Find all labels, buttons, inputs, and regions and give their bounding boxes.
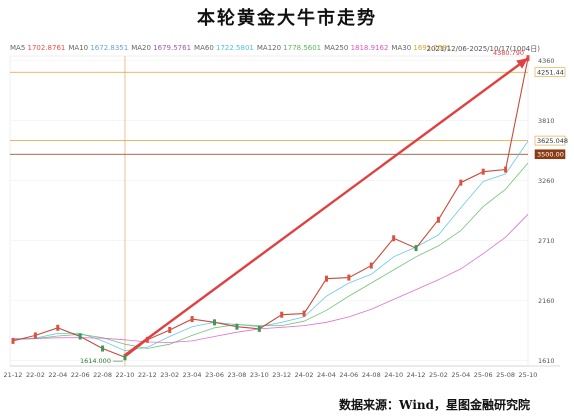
price-candle: [504, 166, 508, 173]
price-candle: [347, 274, 351, 281]
ma-legend-value: 1679.5761: [153, 44, 192, 52]
price-candle: [369, 262, 373, 269]
ma-legend-item: MA250 1818.9162: [324, 44, 388, 52]
x-tick-label: 24-04: [317, 371, 336, 379]
x-tick-label: 23-04: [183, 371, 202, 379]
x-tick-label: 22-06: [71, 371, 90, 379]
x-tick-label: 22-08: [93, 371, 112, 379]
ma-legend-name: MA5: [10, 44, 28, 52]
trend-arrow-line: [124, 57, 529, 357]
ma-legend: MA5 1702.8761 MA10 1672.8351 MA20 1679.576…: [10, 44, 454, 52]
price-level-tag: [534, 135, 566, 146]
x-tick-label: 22-02: [26, 371, 45, 379]
ma-legend-value: 1702.8761: [27, 44, 66, 52]
price-candle: [101, 345, 105, 352]
ma-legend-value: 1778.5601: [283, 44, 322, 52]
x-tick-label: 24-12: [407, 371, 426, 379]
x-tick-label: 23-12: [272, 371, 291, 379]
data-source: 数据来源：Wind，星图金融研究院: [339, 398, 530, 412]
price-line: [12, 58, 529, 358]
price-level-tag: [534, 67, 566, 78]
ma-legend-value: 1691.7581: [413, 44, 452, 52]
x-tick-label: 23-06: [205, 371, 224, 379]
x-tick-label: 25-04: [451, 371, 470, 379]
x-tick-label: 23-02: [160, 371, 179, 379]
ma-legend-item: MA5 1702.8761: [10, 44, 65, 52]
y-tick-label: 3260: [538, 177, 555, 185]
ma-legend-value: 1672.8351: [90, 44, 129, 52]
ma-legend-item: MA10 1672.8351: [68, 44, 128, 52]
price-candle: [213, 319, 217, 326]
price-candle: [168, 326, 172, 333]
ma-line-ma60: [12, 140, 529, 352]
x-tick-label: 25-08: [496, 371, 515, 379]
x-tick-label: 25-10: [519, 371, 538, 379]
high-point-label: 4380.790: [493, 49, 524, 57]
price-candle: [414, 245, 418, 252]
ma-legend-value: 1722.5801: [216, 44, 254, 52]
date-range: 2021/12/06-2025/10/17(1004日): [426, 45, 541, 53]
ma-legend-name: MA250: [324, 44, 351, 52]
y-tick-label: 2160: [538, 297, 555, 305]
ma-legend-item: MA120 1778.5601: [257, 44, 321, 52]
price-level-label: 3500.00: [537, 151, 564, 159]
ma-legend-name: MA120: [256, 44, 284, 52]
price-candle: [302, 310, 306, 317]
x-tick-label: 24-06: [339, 371, 358, 379]
low-point-label: 1614.000: [80, 357, 111, 365]
price-candle: [123, 354, 127, 361]
ma-line-ma250: [12, 214, 529, 343]
price-candle: [257, 325, 261, 332]
price-candle: [481, 168, 485, 175]
y-tick-label: 3810: [538, 117, 555, 125]
price-level-label: 4251.44: [537, 69, 564, 77]
chart-title: 本轮黄金大牛市走势: [197, 8, 377, 29]
price-candle: [459, 179, 463, 186]
x-tick-label: 25-02: [429, 371, 448, 379]
y-tick-label: 2710: [538, 237, 555, 245]
x-tick-label: 24-08: [362, 371, 381, 379]
x-tick-label: 22-04: [48, 371, 67, 379]
price-candle: [11, 337, 15, 344]
price-candle: [392, 235, 396, 242]
x-tick-label: 22-10: [116, 371, 135, 379]
plot-area: [9, 55, 529, 367]
x-tick-label: 23-08: [227, 371, 246, 379]
price-candle: [190, 316, 194, 323]
price-candle: [56, 324, 60, 331]
x-tick-label: 23-10: [250, 371, 269, 379]
x-tick-label: 24-10: [384, 371, 403, 379]
price-candle: [78, 333, 82, 340]
x-tick-label: 22-12: [138, 371, 157, 379]
price-level-tag: [534, 149, 566, 160]
trend-arrow-head: [516, 58, 528, 69]
price-candle: [280, 311, 284, 318]
ma-legend-item: MA30 1691.7581: [391, 44, 451, 52]
ma-legend-name: MA60: [194, 44, 216, 52]
price-candle: [33, 332, 37, 339]
x-tick-label: 21-12: [4, 371, 23, 379]
x-tick-label: 25-06: [474, 371, 493, 379]
ma-legend-name: MA20: [131, 44, 154, 52]
x-tick-label: 24-02: [295, 371, 314, 379]
ma-legend-item: MA20 1679.5761: [131, 44, 191, 52]
ma-legend-item: MA60 1722.5801: [194, 44, 254, 52]
price-level-label: 3625.048: [537, 137, 568, 145]
y-tick-label: 4360: [538, 57, 555, 65]
price-candle: [324, 275, 328, 282]
ma-legend-value: 1818.9162: [350, 44, 389, 52]
price-candle: [436, 216, 440, 223]
y-tick-label: 1610: [538, 357, 555, 365]
ma-line-ma120: [12, 162, 529, 349]
ma-legend-name: MA10: [68, 44, 91, 52]
ma-legend-name: MA30: [391, 44, 414, 52]
price-candle: [235, 323, 239, 330]
